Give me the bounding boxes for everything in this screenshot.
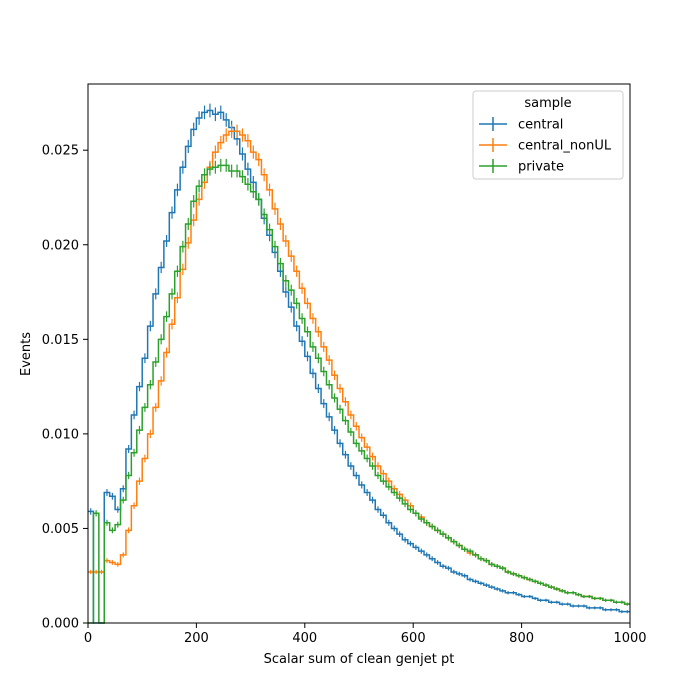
legend-box [472, 90, 624, 180]
x-tick-label: 600 [401, 631, 426, 646]
legend-label: central_nonUL [518, 139, 612, 154]
x-tick-label: 0 [84, 631, 92, 646]
y-tick-label: 0.010 [42, 427, 79, 442]
histogram-step-line [88, 109, 630, 624]
histogram-step-line [88, 164, 630, 624]
legend-entry: central_nonUL [479, 138, 612, 154]
x-axis-label: Scalar sum of clean genjet pt [264, 652, 455, 667]
y-tick-label: 0.000 [42, 617, 79, 632]
y-axis-label: Events [19, 332, 34, 376]
legend-entry: central [479, 117, 563, 133]
series-layer [88, 103, 630, 624]
x-tick-label: 400 [292, 631, 317, 646]
x-tick-label: 200 [184, 631, 209, 646]
legend-label: central [518, 118, 563, 133]
y-axis-ticks: 0.000 0.005 0.010 0.015 0.020 0.025 [42, 144, 88, 632]
series-central [88, 103, 630, 624]
y-tick-label: 0.020 [42, 238, 79, 253]
x-tick-label: 1000 [613, 631, 646, 646]
axes-frame [87, 83, 631, 624]
x-tick-label: 800 [509, 631, 534, 646]
y-tick-label: 0.015 [42, 333, 79, 348]
x-axis-ticks: 0 200 400 600 800 1000 [84, 623, 647, 646]
legend-title: sample [524, 96, 571, 111]
y-tick-label: 0.025 [42, 144, 79, 159]
series-private [88, 158, 630, 624]
legend-entry: private [479, 159, 564, 175]
legend-label: private [518, 160, 564, 175]
y-tick-label: 0.005 [42, 522, 79, 537]
